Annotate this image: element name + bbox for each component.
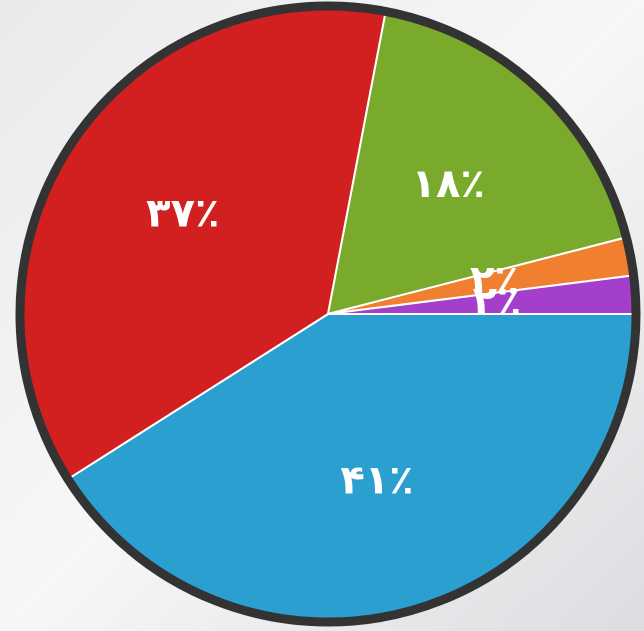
data-label: ۴۱٪ [340, 458, 413, 504]
pie-border [15, 1, 641, 627]
labels: ۴۱٪ ۳۷٪ ۱۸٪ ۲٪۲٪ [146, 161, 521, 504]
data-label: ۲٪ [473, 278, 522, 324]
pie [19, 5, 638, 623]
data-label: ۳۷٪ [146, 190, 219, 236]
data-label: ۲٪ [470, 257, 519, 303]
data-label: ۱۸٪ [412, 161, 485, 207]
